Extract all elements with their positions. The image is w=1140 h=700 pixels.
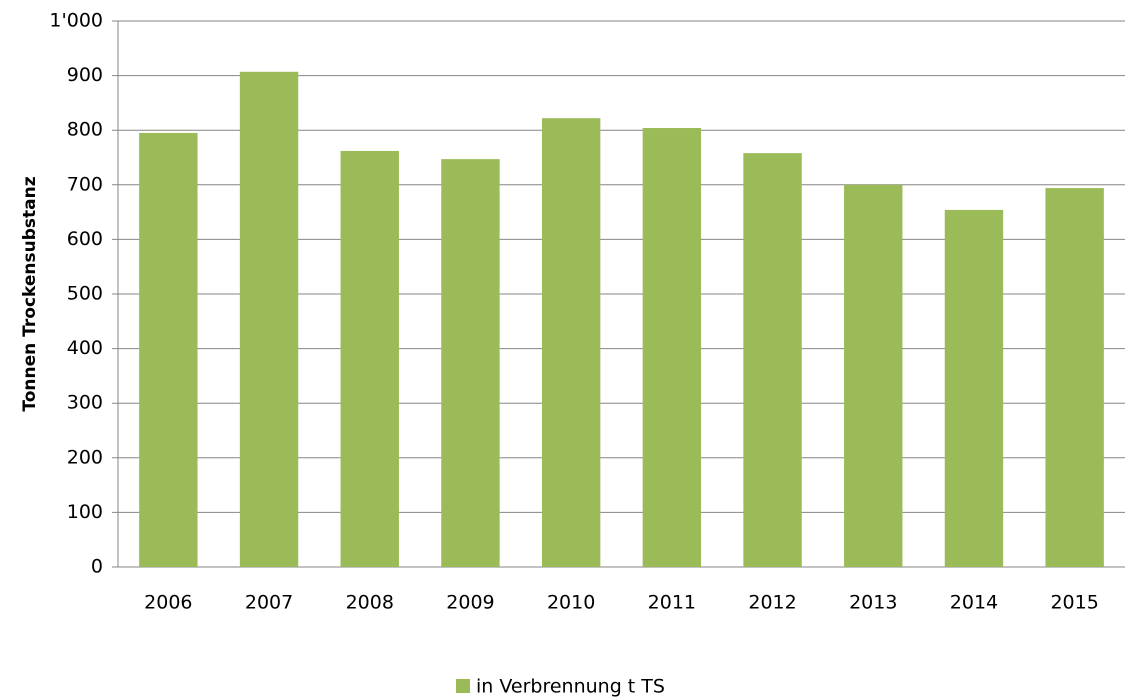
y-tick-label: 200 [67,446,103,468]
bar [239,71,299,567]
bar [340,150,399,567]
y-tick-label: 0 [91,556,103,578]
y-axis-label: Tonnen Trockensubstanz [20,176,40,411]
bar [944,209,1004,567]
x-tick-label: 2009 [446,592,494,614]
bar [642,128,702,568]
y-tick-label: 1'000 [49,10,103,32]
y-tick-label: 900 [67,64,103,86]
bar [441,159,500,567]
x-tick-label: 2011 [648,592,696,614]
x-tick-label: 2010 [547,592,595,614]
x-tick-label: 2012 [748,592,796,614]
x-tick-label: 2015 [1050,592,1098,614]
y-tick-label: 600 [67,228,103,250]
legend-swatch [456,679,470,693]
y-tick-label: 500 [67,283,103,305]
y-tick-label: 800 [67,119,103,141]
bar [1045,188,1104,568]
x-tick-label: 2008 [346,592,394,614]
bar [743,153,802,567]
y-tick-label: 300 [67,392,103,414]
x-tick-label: 2006 [144,592,192,614]
x-tick-label: 2007 [245,592,293,614]
bar [844,184,903,568]
bar [139,132,198,567]
y-tick-label: 700 [67,173,103,195]
y-tick-label: 400 [67,337,103,359]
x-tick-label: 2014 [950,592,998,614]
bar [541,118,601,568]
y-tick-label: 100 [67,501,103,523]
x-tick-label: 2013 [849,592,897,614]
legend-label: in Verbrennung t TS [476,676,665,698]
